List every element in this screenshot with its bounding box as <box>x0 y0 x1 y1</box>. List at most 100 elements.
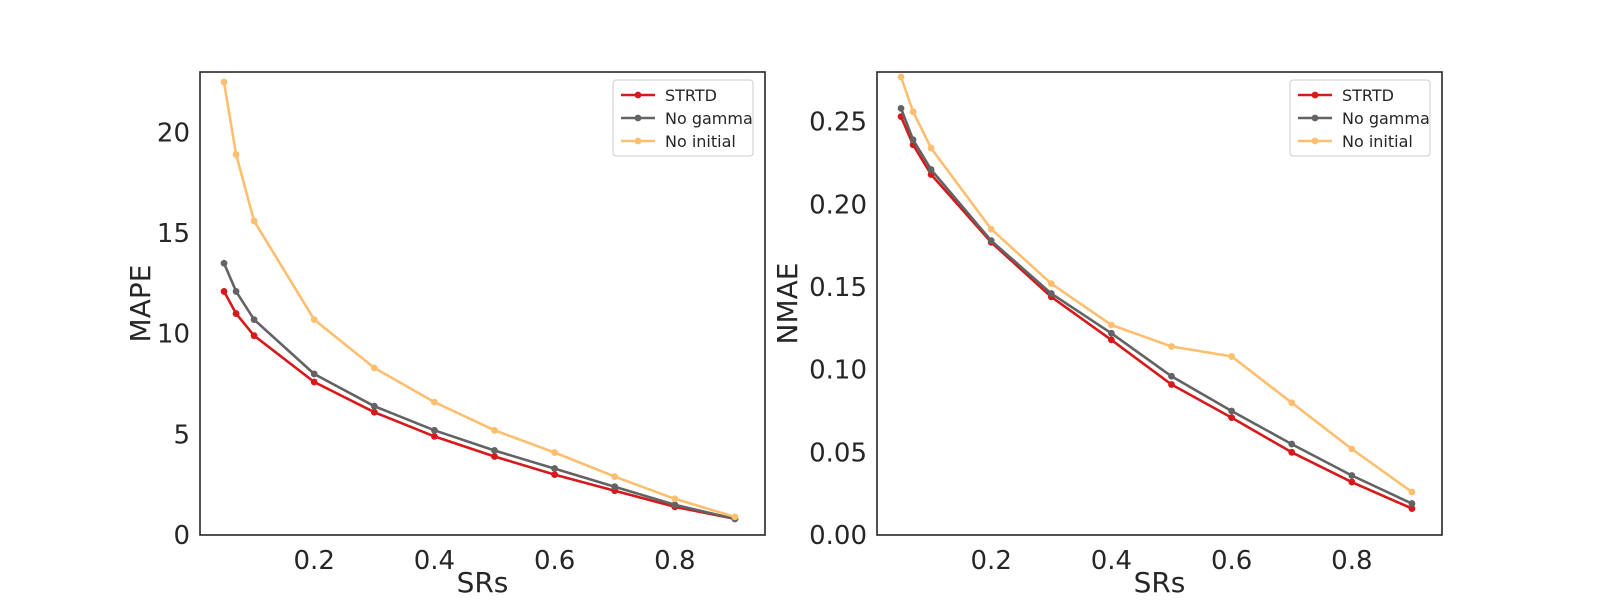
data-point <box>220 78 228 86</box>
data-point <box>1348 478 1356 486</box>
panel-0-series-strtd <box>220 288 739 523</box>
panel-0-ytick-label: 15 <box>157 219 190 249</box>
data-point <box>611 473 619 481</box>
data-point <box>431 398 438 406</box>
panel-0-ytick-label: 10 <box>157 320 190 350</box>
data-point <box>310 378 318 386</box>
legend-label: No gamma <box>665 109 753 128</box>
data-point <box>1168 381 1175 388</box>
data-point <box>611 483 619 491</box>
panel-1-ytick-label: 0.00 <box>809 521 867 551</box>
data-point <box>671 501 679 509</box>
panel-0-series-no-gamma <box>220 259 739 523</box>
data-point <box>250 332 258 340</box>
data-point <box>1348 445 1356 453</box>
data-point <box>431 426 438 434</box>
panel-0-xtick-label: 0.6 <box>534 546 575 576</box>
panel-1-ytick-label: 0.25 <box>809 108 867 138</box>
data-point <box>220 259 228 267</box>
legend-marker <box>634 137 642 145</box>
data-point <box>897 104 905 112</box>
panel-0-axes-frame <box>199 71 766 536</box>
data-point <box>1288 399 1296 407</box>
data-point <box>491 453 498 460</box>
data-point <box>370 402 378 410</box>
data-point <box>250 316 258 324</box>
legend-marker <box>634 91 642 99</box>
data-point <box>1408 488 1416 496</box>
data-point <box>671 495 679 503</box>
panel-0-x-axis-label: SRs <box>457 566 509 599</box>
data-point <box>232 151 240 158</box>
data-point <box>1288 440 1296 448</box>
data-point <box>897 73 905 81</box>
data-point <box>731 513 739 521</box>
panel-1-ytick-label: 0.15 <box>809 273 867 303</box>
panel-0-ytick-label: 5 <box>173 420 190 450</box>
series-line <box>899 107 1413 505</box>
data-point <box>1348 472 1356 479</box>
panel-1-xtick-label: 0.4 <box>1091 546 1132 576</box>
data-point <box>491 426 498 434</box>
data-point <box>927 166 935 173</box>
series-line <box>899 116 1413 510</box>
panel-0-y-axis-label: MAPE <box>124 265 157 343</box>
legend-marker <box>1311 114 1319 122</box>
data-point <box>909 108 917 116</box>
panel-1-series-strtd <box>897 113 1416 512</box>
data-point <box>491 447 498 454</box>
data-point <box>250 217 258 225</box>
legend-label: No initial <box>665 132 736 151</box>
series-line <box>222 290 736 521</box>
panel-0-ytick-label: 20 <box>157 118 190 148</box>
data-point <box>1108 329 1115 337</box>
panel-1-xtick-label: 0.2 <box>971 546 1012 576</box>
data-point <box>1288 448 1296 456</box>
panel-0-xtick-label: 0.4 <box>414 546 455 576</box>
data-point <box>232 310 240 317</box>
legend-box <box>612 79 754 157</box>
data-point <box>1108 336 1115 344</box>
data-point <box>370 408 378 416</box>
panel-0-legend: STRTD No gamma No initial <box>612 79 754 157</box>
data-point <box>909 136 917 144</box>
legend-marker <box>1311 137 1319 145</box>
data-point <box>1408 505 1416 512</box>
data-point <box>431 432 438 440</box>
data-point <box>927 144 935 152</box>
nmae-chart-panel: 0.2 0.4 0.6 0.8 0.00 0.05 0.10 0.15 0.20 0.25 SRs N… <box>771 71 1443 599</box>
legend-label: STRTD <box>1342 86 1394 105</box>
data-point <box>987 225 995 233</box>
panel-1-series-no-initial <box>897 73 1416 496</box>
panel-1-ytick-label: 0.05 <box>809 438 867 468</box>
series-line <box>222 262 736 521</box>
legend-marker <box>634 114 642 122</box>
legend-box <box>1289 79 1431 157</box>
panel-1-axes-frame <box>876 71 1443 536</box>
panel-1-ytick-label: 0.10 <box>809 356 867 386</box>
data-point <box>1168 372 1175 380</box>
data-point <box>551 449 559 456</box>
data-point <box>1228 407 1236 415</box>
panel-1-legend: STRTD No gamma No initial <box>1289 79 1431 157</box>
data-point <box>1047 280 1055 288</box>
data-point <box>1228 414 1236 421</box>
data-point <box>232 288 240 295</box>
data-point <box>220 288 228 295</box>
legend-label: No initial <box>1342 132 1413 151</box>
legend-marker <box>1311 91 1319 99</box>
legend-label: No gamma <box>1342 109 1430 128</box>
panel-1-y-axis-label: NMAE <box>771 263 804 345</box>
data-point <box>1408 500 1416 507</box>
panel-0-series-no-initial <box>220 78 739 521</box>
panel-1-series-no-gamma <box>897 104 1416 507</box>
data-point <box>1168 343 1175 350</box>
data-point <box>551 465 559 472</box>
panel-1-x-axis-label: SRs <box>1134 566 1186 599</box>
panel-0-ytick-label: 0 <box>173 521 190 551</box>
data-point <box>1228 353 1236 360</box>
panel-1-ytick-label: 0.20 <box>809 190 867 220</box>
panel-1-xtick-label: 0.8 <box>1331 546 1372 576</box>
data-point <box>1108 321 1115 329</box>
